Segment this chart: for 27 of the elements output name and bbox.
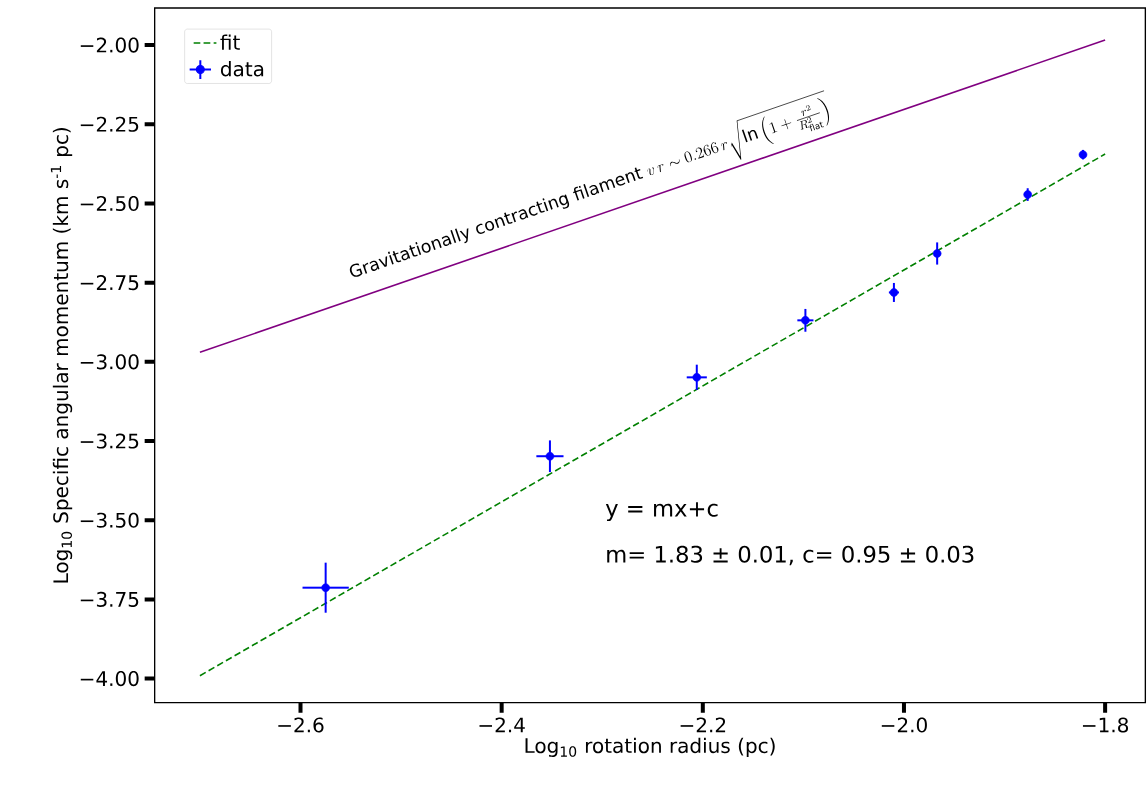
y-tick-label: −3.00 (80, 354, 139, 370)
y-tick-label: −2.00 (80, 37, 139, 53)
y-tick-label: −4.00 (80, 671, 139, 687)
y-tick-label: −3.25 (80, 433, 139, 449)
point (801, 316, 810, 325)
y-tick-label: −3.75 (80, 591, 139, 608)
y-tick-label: −2.25 (80, 116, 139, 132)
annotation: $v\,r \sim 0.266\,r\sqrt{\ln\left(1+\frac{r^2}{R_{\mathrm{flat}}^2}\right)}$ (647, 90, 830, 176)
legend-label: fit (220, 34, 240, 50)
y-axis-title: Log$_{10}$ Specific angular momentum (km s$^{-1}$ pc) (50, 128, 73, 583)
annotation: m= 1.83 ± 0.01, c= 0.95 ± 0.03 (607, 545, 974, 566)
x-tick-label: −2.0 (881, 717, 927, 733)
y-tick-label: −3.50 (80, 512, 139, 528)
point (545, 452, 555, 461)
x-tick-label: −1.8 (1082, 717, 1129, 733)
annotation: y = mx+c (605, 502, 718, 522)
x-tick-label: −2.6 (278, 717, 324, 733)
legend-label: data (220, 61, 264, 77)
point (932, 249, 942, 258)
x-axis-title: Log$_{10}$ rotation radius (pc) (525, 737, 775, 758)
x-tick-label: −2.2 (680, 717, 726, 733)
point (692, 373, 702, 382)
point (321, 583, 330, 593)
y-tick-label: −2.50 (80, 196, 139, 212)
x-tick-label: −2.4 (479, 717, 525, 733)
y-tick-label: −2.75 (80, 275, 139, 291)
point (1078, 150, 1088, 160)
